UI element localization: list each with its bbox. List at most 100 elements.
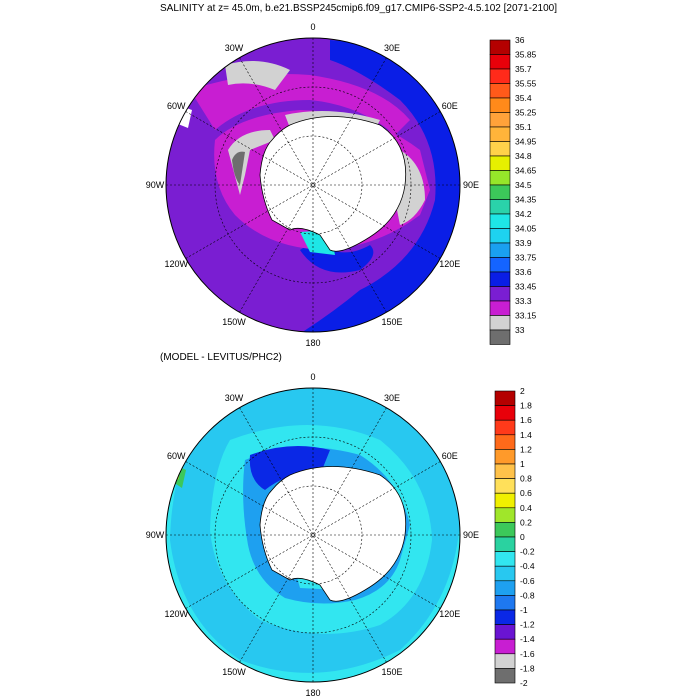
bottom-colorbar-box: [494, 653, 516, 669]
top-colorbar-box: [489, 155, 511, 171]
bottom-colorbar-box: [494, 463, 516, 479]
top-colorbar-label: 34.5: [515, 180, 532, 190]
top-colorbar-label: 33.6: [515, 267, 532, 277]
top-lon-label: 90W: [146, 180, 165, 190]
top-colorbar-label: 35.55: [515, 79, 537, 89]
top-field-magenta-band-north: [190, 74, 410, 135]
top-colorbar-box: [489, 170, 511, 186]
top-colorbar-box: [489, 83, 511, 99]
bottom-lon-labels: 0 30E 60E 90E 120E 150E 180 150W 120W 90W 60W 30W: [146, 372, 479, 698]
bottom-colorbar-box: [494, 609, 516, 625]
bottom-colorbar-label: 0.6: [520, 488, 532, 498]
bottom-field-weddell: [249, 446, 330, 490]
top-colorbar-label: 33.45: [515, 282, 537, 292]
bottom-lon-label: 150E: [381, 667, 402, 677]
bottom-panel-title: (MODEL - LEVITUS/PHC2): [160, 352, 282, 363]
top-colorbar-label: 34.35: [515, 195, 537, 205]
bottom-colorbar-label: -2: [520, 678, 528, 688]
bottom-colorbar-box: [494, 522, 516, 538]
top-lon-label: 120W: [164, 259, 188, 269]
bottom-colorbar-label: 1.4: [520, 430, 532, 440]
bottom-colorbar-label: 0.8: [520, 474, 532, 484]
top-graticule: [166, 38, 460, 332]
bottom-colorbar-label: 1: [520, 459, 525, 469]
top-colorbar-label: 35.25: [515, 108, 537, 118]
bottom-colorbar-box: [494, 536, 516, 552]
bottom-colorbar-label: 0.2: [520, 517, 532, 527]
bottom-colorbar-label: 0: [520, 532, 525, 542]
bottom-lon-label: 60W: [167, 451, 186, 461]
top-colorbar: 36 35.85 35.7 35.55 35.4 35.25 35.1 34.95 34.8 34…: [489, 35, 537, 345]
bottom-colorbar-box: [494, 668, 516, 684]
top-colorbar-box: [489, 242, 511, 258]
top-colorbar-label: 34.8: [515, 151, 532, 161]
bottom-colorbar-label: -1.2: [520, 620, 535, 630]
top-colorbar-box: [489, 126, 511, 142]
top-lon-label: 150W: [222, 317, 246, 327]
bottom-colorbar-box: [494, 492, 516, 509]
bottom-colorbar-box: [494, 595, 516, 611]
bottom-antarctica: [259, 466, 407, 602]
bottom-colorbar-box: [494, 390, 516, 406]
top-colorbar-label: 35.85: [515, 50, 537, 60]
top-lon-label: 30W: [225, 43, 244, 53]
top-colorbar-box: [489, 54, 511, 70]
top-lon-label: 0: [310, 22, 315, 32]
top-colorbar-label: 34.95: [515, 137, 537, 147]
top-lon-label: 150E: [381, 317, 402, 327]
bottom-colorbar-label: -1.6: [520, 649, 535, 659]
bottom-difference-map: 0 30E 60E 90E 120E 150E 180 150W 120W 90W 60W 30W: [146, 372, 479, 698]
top-colorbar-box: [489, 271, 511, 287]
bottom-colorbar-box: [494, 507, 516, 523]
top-colorbar-label: 33.9: [515, 238, 532, 248]
bottom-colorbar-box: [494, 449, 516, 465]
top-panel-title: SALINITY at z= 45.0m, b.e21.BSSP245cmip6…: [160, 3, 558, 14]
top-colorbar-box: [489, 199, 511, 215]
top-lon-label: 30E: [384, 43, 400, 53]
bottom-colorbar-box: [494, 434, 516, 450]
top-lon-labels: 0 30E 60E 90E 120E 150E 180 150W 120W 90W 60W 30W: [146, 22, 479, 348]
bottom-colorbar-label: 1.8: [520, 401, 532, 411]
top-colorbar-label: 35.7: [515, 64, 532, 74]
bottom-colorbar-label: 0.4: [520, 503, 532, 513]
top-colorbar-label: 36: [515, 35, 525, 45]
top-field-weddell-grey: [225, 61, 290, 90]
bottom-lon-label: 90W: [146, 530, 165, 540]
top-colorbar-box: [489, 257, 511, 273]
top-colorbar-box: [489, 112, 511, 128]
bottom-lon-label: 180: [305, 688, 320, 698]
bottom-colorbar-label: -0.2: [520, 547, 535, 557]
top-colorbar-box: [489, 228, 511, 244]
top-colorbar-label: 34.65: [515, 166, 537, 176]
top-colorbar-box: [489, 97, 511, 113]
top-lon-label: 120E: [439, 259, 460, 269]
bottom-colorbar-label: -1.4: [520, 634, 535, 644]
top-field-peninsula-dark: [232, 151, 245, 185]
bottom-colorbar: 2 1.8 1.6 1.4 1.2 1 0.8 0.6 0.4 0.2 0 -0.2 -0.4 -0.6 -…: [494, 386, 535, 688]
bottom-lon-label: 0: [310, 372, 315, 382]
top-colorbar-box: [489, 213, 511, 229]
top-salinity-map: 0 30E 60E 90E 120E 150E 180 150W 120W 90W 60W 30W: [146, 22, 479, 348]
top-lon-label: 90E: [463, 180, 479, 190]
bottom-lon-label: 30E: [384, 393, 400, 403]
top-colorbar-box: [489, 68, 511, 84]
bottom-lon-label: 30W: [225, 393, 244, 403]
top-colorbar-label: 34.2: [515, 209, 532, 219]
top-colorbar-box: [489, 39, 511, 55]
bottom-lon-label: 120E: [439, 609, 460, 619]
top-colorbar-box: [489, 184, 511, 200]
top-lon-label: 60E: [442, 101, 458, 111]
bottom-colorbar-box: [494, 405, 516, 421]
bottom-lon-label: 150W: [222, 667, 246, 677]
top-colorbar-box: [489, 286, 511, 302]
top-colorbar-label: 35.4: [515, 93, 532, 103]
top-lon-label: 180: [305, 338, 320, 348]
bottom-lon-label: 120W: [164, 609, 188, 619]
bottom-colorbar-box: [494, 551, 516, 567]
top-colorbar-label: 35.1: [515, 122, 532, 132]
bottom-colorbar-label: -0.8: [520, 590, 535, 600]
top-antarctica: [259, 116, 407, 252]
bottom-colorbar-box: [494, 638, 516, 655]
top-colorbar-box: [489, 315, 511, 331]
